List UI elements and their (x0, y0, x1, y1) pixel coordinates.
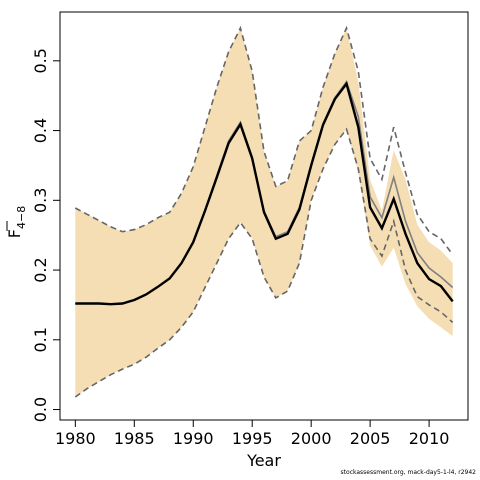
y-tick-label: 0.0 (31, 397, 50, 422)
series-lines-layer (74, 25, 454, 398)
y-axis-title: F4−8 (5, 206, 28, 238)
x-axis: 1980 1985 1990 1995 2000 2005 2010 (55, 419, 450, 448)
x-axis-title: Year (246, 451, 281, 470)
y-tick-label: 0.5 (31, 48, 50, 73)
estimate-line (75, 81, 454, 306)
x-tick-label: 1990 (173, 429, 214, 448)
footer-note: stockassessment.org, mack-day5-1-l4, r29… (340, 469, 476, 476)
y-axis-title-subscript: 4−8 (15, 206, 28, 229)
y-tick-label: 0.4 (31, 118, 50, 143)
x-tick-label: 1995 (232, 429, 273, 448)
previous-lower-bound-line (74, 127, 454, 398)
x-tick-label: 2005 (350, 429, 391, 448)
x-tick-label: 2010 (409, 429, 450, 448)
x-tick-label: 1985 (114, 429, 155, 448)
y-tick-label: 0.1 (31, 327, 50, 352)
y-axis-title-main: F (5, 229, 24, 238)
y-axis: 0.0 0.1 0.2 0.3 0.4 0.5 (31, 48, 60, 422)
svg-text:F4−8: F4−8 (5, 206, 28, 238)
x-tick-label: 1980 (55, 429, 96, 448)
y-tick-label: 0.2 (31, 257, 50, 282)
x-tick-label: 2000 (291, 429, 332, 448)
y-tick-label: 0.3 (31, 188, 50, 213)
